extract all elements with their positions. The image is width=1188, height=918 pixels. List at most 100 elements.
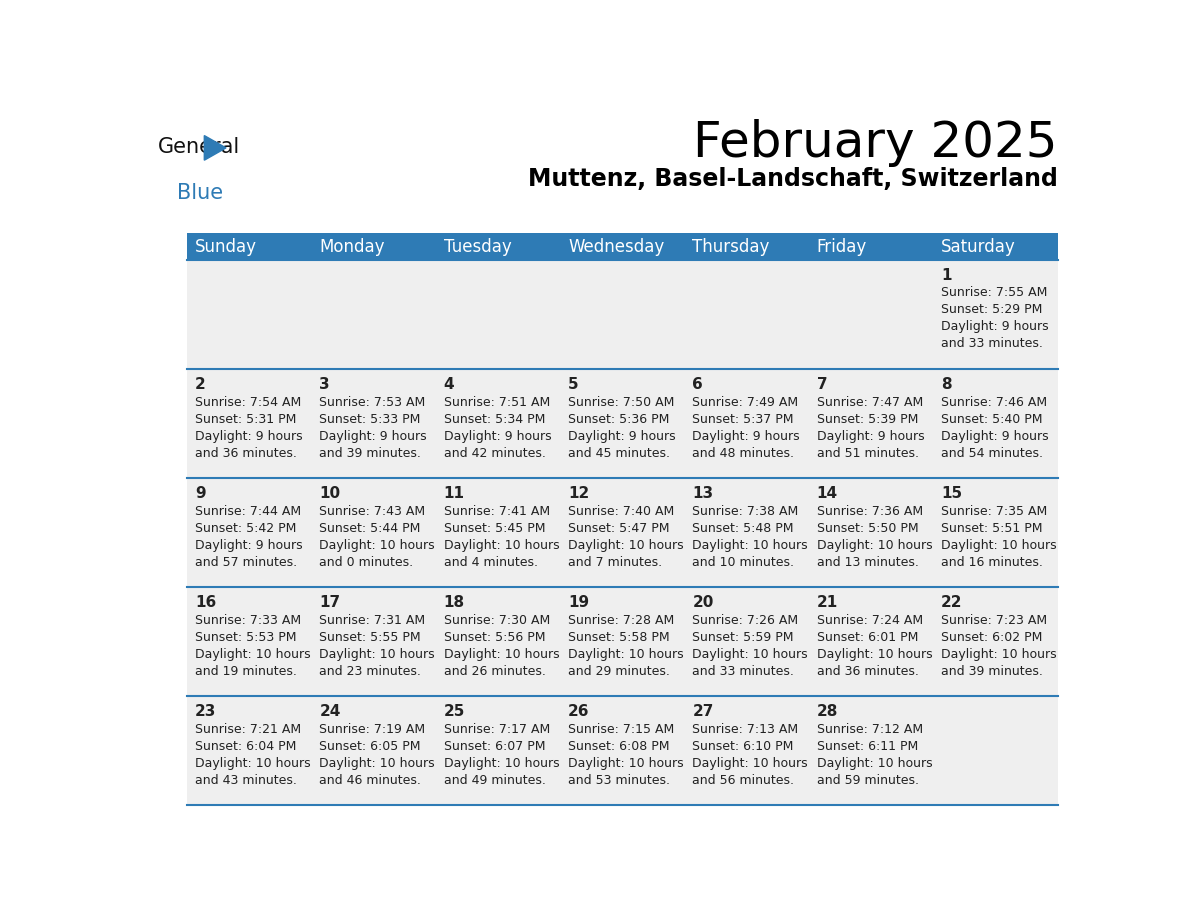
Text: 15: 15 [941, 486, 962, 501]
Text: 6: 6 [693, 377, 703, 392]
Bar [934, 697, 1057, 805]
Text: Sunrise: 7:36 AM
Sunset: 5:50 PM
Daylight: 10 hours
and 13 minutes.: Sunrise: 7:36 AM Sunset: 5:50 PM Dayligh… [816, 505, 933, 568]
Bar [809, 588, 934, 697]
Text: Sunrise: 7:49 AM
Sunset: 5:37 PM
Daylight: 9 hours
and 48 minutes.: Sunrise: 7:49 AM Sunset: 5:37 PM Dayligh… [693, 396, 800, 460]
Bar [188, 697, 311, 805]
Text: February 2025: February 2025 [693, 119, 1057, 167]
Text: Sunrise: 7:23 AM
Sunset: 6:02 PM
Daylight: 10 hours
and 39 minutes.: Sunrise: 7:23 AM Sunset: 6:02 PM Dayligh… [941, 613, 1056, 677]
Text: Blue: Blue [177, 184, 223, 203]
Bar [188, 261, 311, 369]
Text: Sunrise: 7:50 AM
Sunset: 5:36 PM
Daylight: 9 hours
and 45 minutes.: Sunrise: 7:50 AM Sunset: 5:36 PM Dayligh… [568, 396, 676, 460]
Text: Sunrise: 7:28 AM
Sunset: 5:58 PM
Daylight: 10 hours
and 29 minutes.: Sunrise: 7:28 AM Sunset: 5:58 PM Dayligh… [568, 613, 683, 677]
Text: 19: 19 [568, 595, 589, 610]
Bar [436, 588, 561, 697]
Text: Sunrise: 7:12 AM
Sunset: 6:11 PM
Daylight: 10 hours
and 59 minutes.: Sunrise: 7:12 AM Sunset: 6:11 PM Dayligh… [816, 722, 933, 787]
Text: 10: 10 [320, 486, 341, 501]
Text: Sunrise: 7:43 AM
Sunset: 5:44 PM
Daylight: 10 hours
and 0 minutes.: Sunrise: 7:43 AM Sunset: 5:44 PM Dayligh… [320, 505, 435, 568]
Bar [436, 369, 561, 478]
Bar [561, 261, 684, 369]
Text: 7: 7 [816, 377, 827, 392]
Text: 18: 18 [443, 595, 465, 610]
Text: Sunday: Sunday [195, 238, 257, 256]
Text: 24: 24 [320, 704, 341, 719]
Text: Sunrise: 7:41 AM
Sunset: 5:45 PM
Daylight: 10 hours
and 4 minutes.: Sunrise: 7:41 AM Sunset: 5:45 PM Dayligh… [443, 505, 560, 568]
Text: Friday: Friday [816, 238, 867, 256]
Text: 11: 11 [443, 486, 465, 501]
Bar [436, 478, 561, 588]
Bar [436, 261, 561, 369]
Text: 9: 9 [195, 486, 206, 501]
Text: Sunrise: 7:21 AM
Sunset: 6:04 PM
Daylight: 10 hours
and 43 minutes.: Sunrise: 7:21 AM Sunset: 6:04 PM Dayligh… [195, 722, 310, 787]
Text: Wednesday: Wednesday [568, 238, 664, 256]
Text: General: General [158, 137, 240, 157]
Text: Sunrise: 7:44 AM
Sunset: 5:42 PM
Daylight: 9 hours
and 57 minutes.: Sunrise: 7:44 AM Sunset: 5:42 PM Dayligh… [195, 505, 303, 568]
Bar [436, 697, 561, 805]
Bar [684, 588, 809, 697]
Text: Sunrise: 7:19 AM
Sunset: 6:05 PM
Daylight: 10 hours
and 46 minutes.: Sunrise: 7:19 AM Sunset: 6:05 PM Dayligh… [320, 722, 435, 787]
Bar [311, 588, 436, 697]
Text: 26: 26 [568, 704, 589, 719]
Text: 1: 1 [941, 268, 952, 283]
Text: 28: 28 [816, 704, 838, 719]
Bar [188, 233, 1057, 261]
Text: 8: 8 [941, 377, 952, 392]
Text: Sunrise: 7:15 AM
Sunset: 6:08 PM
Daylight: 10 hours
and 53 minutes.: Sunrise: 7:15 AM Sunset: 6:08 PM Dayligh… [568, 722, 683, 787]
Text: Sunrise: 7:13 AM
Sunset: 6:10 PM
Daylight: 10 hours
and 56 minutes.: Sunrise: 7:13 AM Sunset: 6:10 PM Dayligh… [693, 722, 808, 787]
Bar [188, 588, 311, 697]
Text: Sunrise: 7:38 AM
Sunset: 5:48 PM
Daylight: 10 hours
and 10 minutes.: Sunrise: 7:38 AM Sunset: 5:48 PM Dayligh… [693, 505, 808, 568]
Bar [188, 478, 311, 588]
Text: Sunrise: 7:35 AM
Sunset: 5:51 PM
Daylight: 10 hours
and 16 minutes.: Sunrise: 7:35 AM Sunset: 5:51 PM Dayligh… [941, 505, 1056, 568]
Text: Sunrise: 7:46 AM
Sunset: 5:40 PM
Daylight: 9 hours
and 54 minutes.: Sunrise: 7:46 AM Sunset: 5:40 PM Dayligh… [941, 396, 1049, 460]
Bar [934, 369, 1057, 478]
Bar [684, 697, 809, 805]
Text: 27: 27 [693, 704, 714, 719]
Text: 17: 17 [320, 595, 341, 610]
Text: Sunrise: 7:40 AM
Sunset: 5:47 PM
Daylight: 10 hours
and 7 minutes.: Sunrise: 7:40 AM Sunset: 5:47 PM Dayligh… [568, 505, 683, 568]
Bar [311, 261, 436, 369]
Text: Sunrise: 7:33 AM
Sunset: 5:53 PM
Daylight: 10 hours
and 19 minutes.: Sunrise: 7:33 AM Sunset: 5:53 PM Dayligh… [195, 613, 310, 677]
Bar [934, 261, 1057, 369]
Text: Monday: Monday [320, 238, 385, 256]
Bar [561, 478, 684, 588]
Text: Sunrise: 7:31 AM
Sunset: 5:55 PM
Daylight: 10 hours
and 23 minutes.: Sunrise: 7:31 AM Sunset: 5:55 PM Dayligh… [320, 613, 435, 677]
Bar [561, 588, 684, 697]
Bar [809, 697, 934, 805]
Bar [809, 478, 934, 588]
Polygon shape [204, 136, 226, 161]
Text: 23: 23 [195, 704, 216, 719]
Bar [188, 369, 311, 478]
Text: Sunrise: 7:54 AM
Sunset: 5:31 PM
Daylight: 9 hours
and 36 minutes.: Sunrise: 7:54 AM Sunset: 5:31 PM Dayligh… [195, 396, 303, 460]
Bar [311, 697, 436, 805]
Bar [684, 261, 809, 369]
Text: 5: 5 [568, 377, 579, 392]
Bar [809, 369, 934, 478]
Bar [684, 478, 809, 588]
Bar [311, 369, 436, 478]
Text: Sunrise: 7:53 AM
Sunset: 5:33 PM
Daylight: 9 hours
and 39 minutes.: Sunrise: 7:53 AM Sunset: 5:33 PM Dayligh… [320, 396, 426, 460]
Text: 4: 4 [443, 377, 454, 392]
Bar [934, 478, 1057, 588]
Text: 22: 22 [941, 595, 962, 610]
Bar [561, 697, 684, 805]
Text: 3: 3 [320, 377, 330, 392]
Text: 20: 20 [693, 595, 714, 610]
Text: Tuesday: Tuesday [443, 238, 511, 256]
Bar [809, 261, 934, 369]
Text: Sunrise: 7:55 AM
Sunset: 5:29 PM
Daylight: 9 hours
and 33 minutes.: Sunrise: 7:55 AM Sunset: 5:29 PM Dayligh… [941, 286, 1049, 351]
Text: Sunrise: 7:17 AM
Sunset: 6:07 PM
Daylight: 10 hours
and 49 minutes.: Sunrise: 7:17 AM Sunset: 6:07 PM Dayligh… [443, 722, 560, 787]
Bar [934, 588, 1057, 697]
Bar [684, 369, 809, 478]
Text: Thursday: Thursday [693, 238, 770, 256]
Bar [311, 478, 436, 588]
Text: Sunrise: 7:24 AM
Sunset: 6:01 PM
Daylight: 10 hours
and 36 minutes.: Sunrise: 7:24 AM Sunset: 6:01 PM Dayligh… [816, 613, 933, 677]
Text: Muttenz, Basel-Landschaft, Switzerland: Muttenz, Basel-Landschaft, Switzerland [527, 167, 1057, 191]
Text: 12: 12 [568, 486, 589, 501]
Text: Sunrise: 7:30 AM
Sunset: 5:56 PM
Daylight: 10 hours
and 26 minutes.: Sunrise: 7:30 AM Sunset: 5:56 PM Dayligh… [443, 613, 560, 677]
Text: Sunrise: 7:47 AM
Sunset: 5:39 PM
Daylight: 9 hours
and 51 minutes.: Sunrise: 7:47 AM Sunset: 5:39 PM Dayligh… [816, 396, 924, 460]
Text: 25: 25 [443, 704, 465, 719]
Text: Saturday: Saturday [941, 238, 1016, 256]
Text: Sunrise: 7:26 AM
Sunset: 5:59 PM
Daylight: 10 hours
and 33 minutes.: Sunrise: 7:26 AM Sunset: 5:59 PM Dayligh… [693, 613, 808, 677]
Text: 16: 16 [195, 595, 216, 610]
Text: 13: 13 [693, 486, 714, 501]
Text: 2: 2 [195, 377, 206, 392]
